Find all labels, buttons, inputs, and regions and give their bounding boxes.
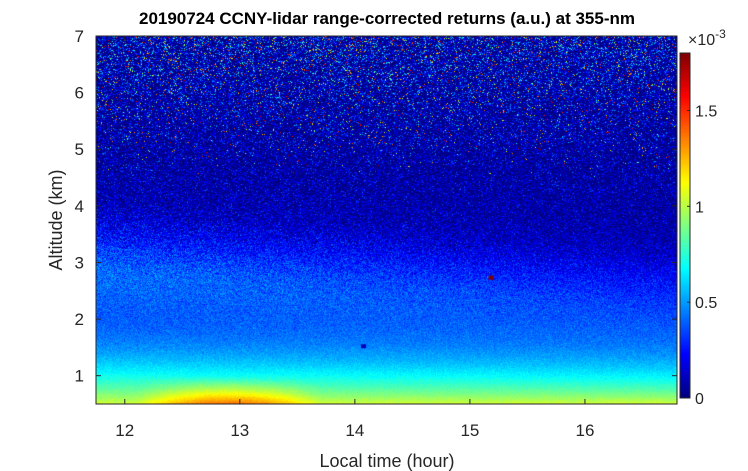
colorbar-tick-label: 0.5 bbox=[695, 295, 717, 312]
colorbar-gradient bbox=[680, 53, 690, 398]
x-axis-label: Local time (hour) bbox=[319, 451, 454, 471]
colorbar-tick-label: 0 bbox=[695, 391, 704, 408]
y-tick-label: 4 bbox=[75, 197, 84, 216]
x-tick-label: 12 bbox=[115, 421, 134, 440]
x-tick-label: 16 bbox=[575, 421, 594, 440]
y-tick-label: 3 bbox=[75, 253, 84, 272]
y-axis-label: Altitude (km) bbox=[46, 169, 66, 270]
colorbar-tick-label: 1 bbox=[695, 199, 704, 216]
heatmap-image bbox=[96, 36, 677, 404]
chart-title: 20190724 CCNY-lidar range-corrected retu… bbox=[139, 9, 635, 28]
y-tick-label: 1 bbox=[75, 367, 84, 386]
x-tick-label: 13 bbox=[230, 421, 249, 440]
x-tick-label: 14 bbox=[345, 421, 364, 440]
y-tick-label: 7 bbox=[75, 27, 84, 46]
colorbar-tick-label: 1.5 bbox=[695, 104, 717, 121]
y-tick-label: 6 bbox=[75, 84, 84, 103]
colorbar: 0 0.5 1 1.5 ×10-3 bbox=[680, 27, 726, 408]
y-tick-label: 2 bbox=[75, 310, 84, 329]
colorbar-multiplier: ×10-3 bbox=[688, 27, 726, 49]
y-tick-label: 5 bbox=[75, 140, 84, 159]
x-tick-label: 15 bbox=[460, 421, 479, 440]
